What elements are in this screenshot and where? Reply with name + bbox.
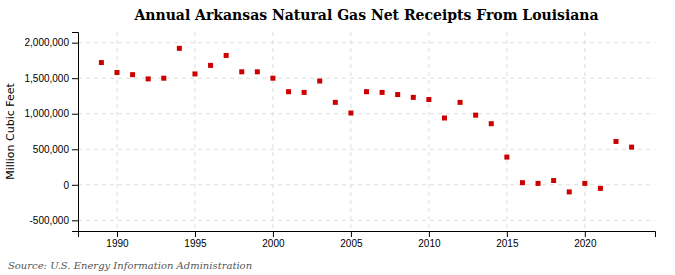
tick: 2020 <box>574 231 597 249</box>
point <box>458 100 463 105</box>
tick-mark <box>351 231 352 237</box>
grid-line-y <box>78 113 655 114</box>
tick-label: 500,000 <box>33 144 70 155</box>
point <box>411 95 416 100</box>
tick-label: 1,000,000 <box>25 108 70 119</box>
tick-label: 2000 <box>262 238 285 249</box>
tick-mark <box>72 220 78 221</box>
point <box>161 76 166 81</box>
point <box>177 46 182 51</box>
tick-label: 2015 <box>496 238 519 249</box>
point <box>99 60 104 65</box>
tick-mark <box>72 43 78 44</box>
tick-label: -500,000 <box>30 215 70 226</box>
point <box>146 76 151 81</box>
point <box>536 181 541 186</box>
grid-line-x <box>194 32 195 231</box>
point <box>598 186 603 191</box>
point <box>504 155 509 160</box>
grid-line-x <box>272 32 273 231</box>
axis-line <box>79 232 656 238</box>
point <box>317 79 322 84</box>
tick: 2015 <box>496 231 519 249</box>
grid-line-y <box>78 220 655 221</box>
point <box>426 97 431 102</box>
grid-line-y <box>78 184 655 185</box>
tick: 2005 <box>340 231 363 249</box>
y-axis: -500,000 0 500,000 1,000,000 1,500,000 2,000,… <box>25 33 79 232</box>
tick: 2,000,000 <box>25 37 79 48</box>
tick-mark <box>507 231 508 237</box>
x-axis: 1990 1995 2000 2005 2010 2015 2020 <box>79 231 656 249</box>
tick-mark <box>72 149 78 150</box>
tick-label: 0 <box>63 180 69 191</box>
points <box>99 46 634 195</box>
point <box>270 76 275 81</box>
point <box>614 139 619 144</box>
y-axis-label: Million Cubic Feet <box>4 82 17 179</box>
point <box>239 69 244 74</box>
point <box>442 115 447 120</box>
chart: 1990 1995 2000 2005 2010 2015 2020 -500,000 0 500… <box>0 0 675 275</box>
plot-area: 1990 1995 2000 2005 2010 2015 2020 -500,000 0 500… <box>25 32 656 249</box>
tick: 1,500,000 <box>25 73 79 84</box>
point <box>255 69 260 74</box>
grid-line-x <box>350 32 351 231</box>
grid-line-x <box>506 32 507 231</box>
tick: 1990 <box>106 231 129 249</box>
tick: 1995 <box>184 231 207 249</box>
grid <box>78 32 655 231</box>
tick-mark <box>72 78 78 79</box>
tick-label: 2020 <box>574 238 597 249</box>
grid-line-y <box>78 149 655 150</box>
tick: 1,000,000 <box>25 108 79 119</box>
tick-mark <box>195 231 196 237</box>
tick-mark <box>585 231 586 237</box>
tick-mark <box>72 185 78 186</box>
tick-mark <box>117 231 118 237</box>
point <box>333 100 338 105</box>
tick-mark <box>72 114 78 115</box>
point <box>364 89 369 94</box>
point <box>224 53 229 58</box>
source-note: Source: U.S. Energy Information Administ… <box>8 260 252 271</box>
tick-label: 1995 <box>184 238 207 249</box>
point <box>395 92 400 97</box>
point <box>208 63 213 68</box>
tick: 2000 <box>262 231 285 249</box>
point <box>582 181 587 186</box>
point <box>489 121 494 126</box>
tick-mark <box>273 231 274 237</box>
tick: 2010 <box>418 231 441 249</box>
point <box>114 70 119 75</box>
title: Annual Arkansas Natural Gas Net Receipts… <box>133 7 598 23</box>
point <box>629 145 634 150</box>
point <box>302 90 307 95</box>
tick: 0 <box>63 180 78 191</box>
tick: 500,000 <box>33 144 78 155</box>
point <box>551 178 556 183</box>
tick-label: 2010 <box>418 238 441 249</box>
grid-line-x <box>584 32 585 231</box>
tick-mark <box>429 231 430 237</box>
tick-label: 1,500,000 <box>25 73 70 84</box>
grid-line-y <box>78 42 655 43</box>
point <box>286 89 291 94</box>
grid-line-x <box>116 32 117 231</box>
point <box>380 90 385 95</box>
tick-label: 2,000,000 <box>25 37 70 48</box>
tick: -500,000 <box>30 215 78 226</box>
point <box>192 71 197 76</box>
point <box>473 113 478 118</box>
grid-line-x <box>428 32 429 231</box>
point <box>348 111 353 116</box>
point <box>567 189 572 194</box>
tick-label: 2005 <box>340 238 363 249</box>
point <box>520 180 525 185</box>
tick-label: 1990 <box>106 238 129 249</box>
point <box>130 72 135 77</box>
axis-line <box>72 33 79 232</box>
